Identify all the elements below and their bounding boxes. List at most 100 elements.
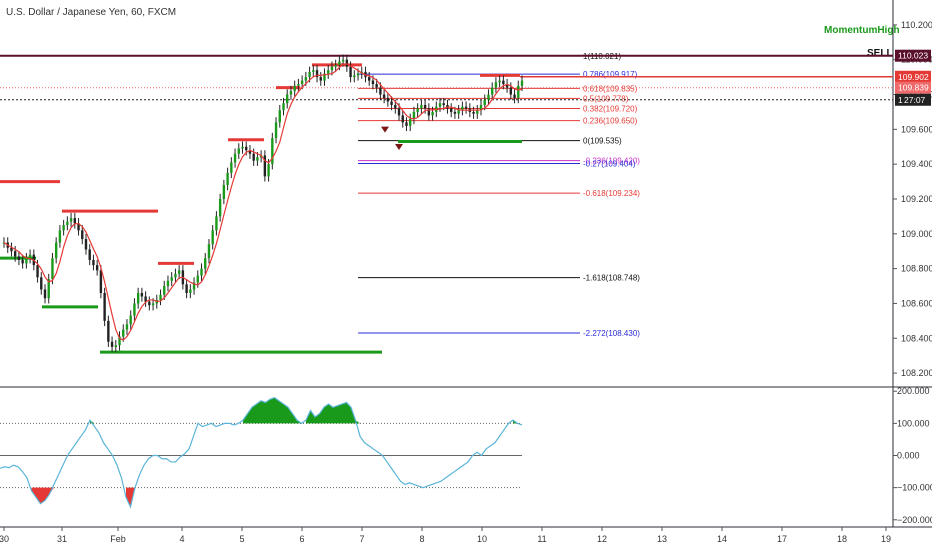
candle-body bbox=[204, 258, 207, 269]
candle-body bbox=[99, 270, 103, 293]
candle-body bbox=[416, 108, 419, 112]
candle-body bbox=[397, 108, 401, 116]
candle-body bbox=[490, 87, 494, 95]
price-badge bbox=[895, 70, 931, 83]
candle-body bbox=[330, 66, 334, 71]
candle-body bbox=[192, 282, 196, 290]
candle-body bbox=[230, 162, 233, 173]
candle-body bbox=[140, 292, 144, 297]
candle-body bbox=[312, 70, 315, 72]
candle-body bbox=[427, 108, 431, 116]
candle-body bbox=[412, 111, 416, 119]
candle-body bbox=[237, 148, 240, 154]
candle-body bbox=[382, 94, 386, 99]
time-tick-label: 10 bbox=[477, 534, 487, 544]
price-badge-label: 109.839 bbox=[898, 83, 929, 93]
time-tick-label: 8 bbox=[419, 534, 424, 544]
candle-body bbox=[420, 104, 423, 109]
price-tick-label: 108.600 bbox=[901, 298, 932, 308]
candle-body bbox=[107, 320, 110, 342]
candle-body bbox=[341, 59, 345, 62]
candle-body bbox=[226, 172, 229, 186]
candle-body bbox=[17, 256, 21, 260]
candle-body bbox=[453, 111, 457, 114]
time-tick-label: 13 bbox=[657, 534, 667, 544]
candle-body bbox=[177, 270, 181, 274]
candle-body bbox=[125, 324, 129, 330]
candle-body bbox=[293, 85, 296, 92]
candle-body bbox=[43, 289, 47, 299]
time-tick-label: Feb bbox=[110, 534, 126, 544]
time-tick-label: 11 bbox=[537, 534, 546, 544]
candle-body bbox=[58, 230, 62, 243]
candle-body bbox=[13, 251, 17, 257]
candle-body bbox=[449, 108, 453, 112]
candle-body bbox=[483, 99, 486, 105]
candle-body bbox=[487, 94, 490, 100]
fib-level-label: 0.236(109.650) bbox=[583, 117, 638, 126]
candle-body bbox=[252, 153, 255, 161]
time-tick-label: 6 bbox=[299, 534, 304, 544]
candle-body bbox=[263, 155, 267, 177]
candle-body bbox=[394, 104, 397, 109]
candle-body bbox=[233, 153, 237, 163]
price-badge bbox=[895, 93, 931, 106]
candle-body bbox=[51, 258, 54, 280]
osc-tick-label: 200.000 bbox=[897, 386, 930, 396]
price-tick-label: 110.200 bbox=[901, 20, 932, 30]
candle-body bbox=[21, 259, 24, 264]
candle-body bbox=[289, 91, 293, 95]
candle-body bbox=[271, 138, 274, 165]
candle-body bbox=[513, 94, 516, 99]
candle-body bbox=[25, 258, 28, 264]
candle-body bbox=[144, 296, 147, 302]
fib-level-label: -1.618(108.748) bbox=[583, 274, 640, 283]
candle-body bbox=[256, 157, 259, 161]
osc-oversold-fill bbox=[31, 487, 135, 507]
candle-body bbox=[509, 87, 513, 95]
candle-body bbox=[409, 118, 412, 126]
candle-body bbox=[129, 315, 132, 325]
time-tick-label: 12 bbox=[597, 534, 607, 544]
candle-body bbox=[371, 80, 375, 85]
candle-body bbox=[401, 115, 404, 123]
candle-body bbox=[211, 230, 214, 245]
candle-body bbox=[174, 273, 177, 278]
sell-label: SELL bbox=[867, 48, 893, 59]
candle-body bbox=[368, 77, 371, 81]
candle-body bbox=[282, 103, 285, 111]
fib-level-label: -0.236(109.420) bbox=[583, 157, 640, 166]
candle-body bbox=[327, 70, 330, 74]
candle-body bbox=[345, 59, 349, 67]
candle-body bbox=[353, 75, 356, 78]
time-tick-label: 19 bbox=[881, 534, 891, 544]
price-tick-label: 109.400 bbox=[901, 159, 932, 169]
candle-body bbox=[54, 242, 58, 259]
fib-level-label: 0.5(109.778) bbox=[583, 94, 629, 103]
osc-tick-label: −100.000 bbox=[897, 483, 932, 493]
time-tick-label: 7 bbox=[359, 534, 364, 544]
price-tick-label: 108.200 bbox=[901, 368, 932, 378]
candle-body bbox=[148, 301, 151, 306]
candle-body bbox=[274, 122, 278, 139]
candle-body bbox=[502, 80, 505, 85]
candle-body bbox=[88, 249, 91, 260]
candle-body bbox=[36, 265, 39, 278]
candle-body bbox=[133, 303, 136, 316]
candle-body bbox=[62, 225, 65, 231]
time-tick-label: 18 bbox=[837, 534, 847, 544]
candle-body bbox=[319, 77, 322, 81]
fib-level-label: 0.382(109.720) bbox=[583, 104, 638, 113]
candle-body bbox=[356, 73, 360, 76]
candle-body bbox=[92, 259, 95, 266]
candle-body bbox=[304, 77, 308, 81]
candle-body bbox=[431, 111, 434, 116]
price-tick-label: 108.400 bbox=[901, 333, 932, 343]
candle-body bbox=[438, 103, 442, 107]
candle-body bbox=[166, 280, 170, 287]
candle-body bbox=[349, 66, 352, 78]
candle-body bbox=[73, 218, 77, 224]
candle-body bbox=[286, 94, 289, 104]
